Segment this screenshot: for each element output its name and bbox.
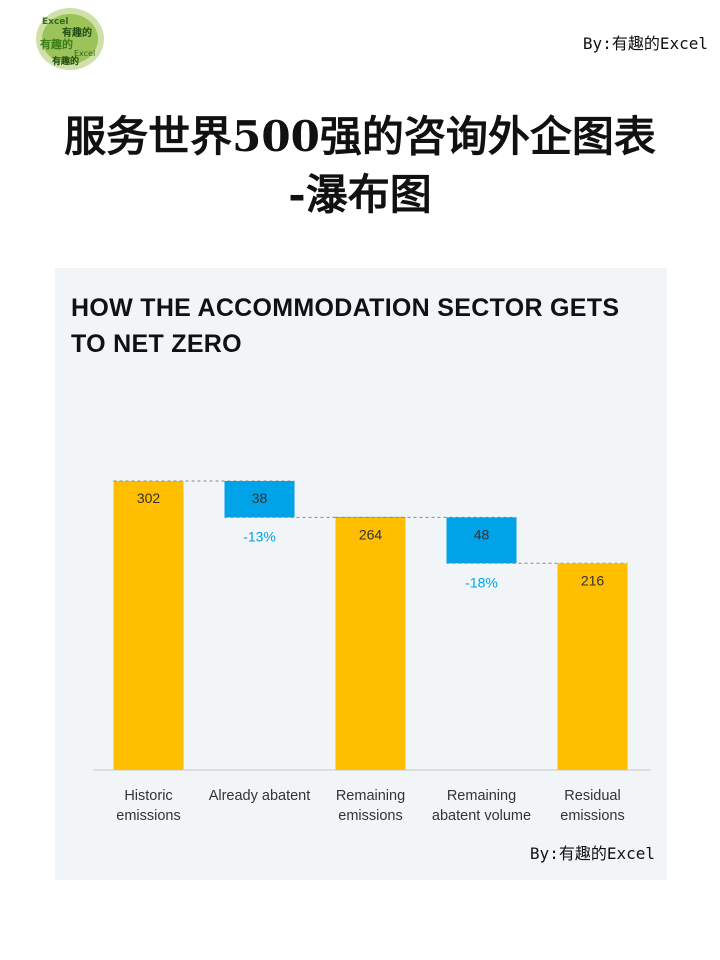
value-label-2: 264 (359, 526, 383, 542)
category-label-3-line1: abatent volume (432, 808, 531, 824)
category-label-2-line1: emissions (338, 808, 402, 824)
category-label-0-line0: Historic (124, 788, 172, 804)
value-label-3: 48 (474, 526, 490, 542)
value-label-4: 216 (581, 572, 605, 588)
bar-3 (446, 517, 517, 564)
svg-text:有趣的: 有趣的 (62, 26, 92, 39)
category-label-3-line0: Remaining (447, 788, 516, 804)
byline-top: By:有趣的Excel (582, 34, 708, 53)
bar-4 (557, 563, 628, 770)
excel-word-cloud-logo-icon: Excel 有趣的 有趣的 Excel 有趣的 (36, 8, 104, 70)
category-label-0-line1: emissions (116, 808, 180, 824)
category-label-4-line0: Residual (564, 788, 620, 804)
byline-bottom: By:有趣的Excel (529, 844, 655, 863)
category-label-4-line1: emissions (560, 808, 624, 824)
page-title: 服务世界500强的咨询外企图表 (64, 112, 656, 161)
svg-text:有趣的: 有趣的 (40, 37, 73, 51)
bar-1 (224, 481, 295, 518)
logo: Excel 有趣的 有趣的 Excel 有趣的 (34, 6, 106, 72)
chart-card: 302 Historic emissions 38 -13% Already abaten… (55, 268, 667, 880)
category-label-2-line0: Remaining (336, 788, 405, 804)
bar-0 (113, 481, 184, 770)
chart-title: HOW THE ACCOMMODATION SECTOR GETS TO NET… (71, 294, 620, 358)
percent-label-3: -18% (465, 574, 498, 590)
category-label-1: Already abatent (209, 788, 311, 804)
value-label-1: 38 (252, 490, 268, 506)
svg-text:有趣的: 有趣的 (52, 55, 79, 67)
waterfall-chart: 302 Historic emissions 38 -13% Already abaten… (93, 480, 651, 824)
svg-text:Excel: Excel (74, 49, 95, 58)
bar-2 (335, 517, 406, 770)
svg-text:Excel: Excel (42, 17, 68, 27)
page-subtitle: -瀑布图 (288, 170, 432, 219)
percent-label-1: -13% (243, 528, 276, 544)
value-label-0: 302 (137, 490, 161, 506)
